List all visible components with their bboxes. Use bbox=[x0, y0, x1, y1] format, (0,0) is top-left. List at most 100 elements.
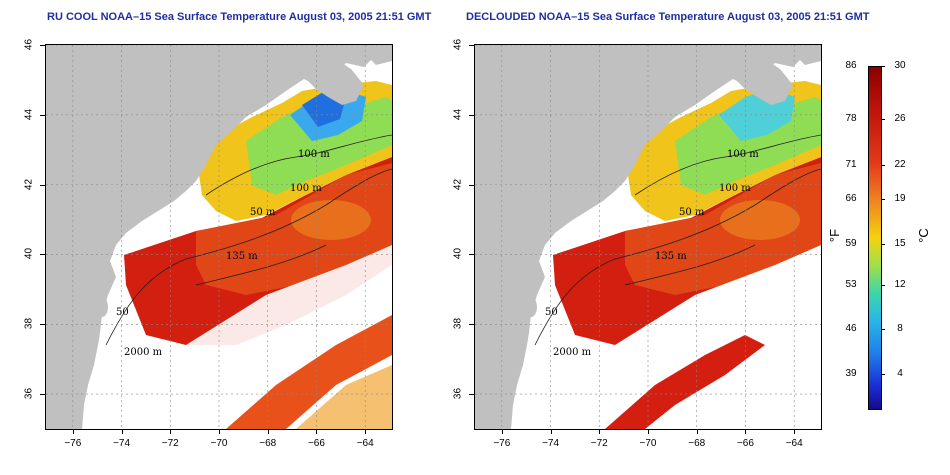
sst-map-svg: 100 m 100 m 50 m 135 m 50 2000 m bbox=[46, 45, 392, 429]
y-tick-mark bbox=[469, 324, 474, 326]
y-tick-mark bbox=[469, 114, 474, 116]
colorbar-tick bbox=[882, 66, 885, 67]
celsius-tick-label: 8 bbox=[897, 323, 903, 335]
colorbar-tick bbox=[882, 119, 885, 120]
x-tick-mark bbox=[599, 429, 601, 434]
y-tick-mark bbox=[40, 184, 45, 186]
eddy bbox=[720, 200, 800, 240]
land-mass bbox=[46, 45, 392, 429]
y-tick-mark bbox=[469, 45, 474, 46]
contour-label: 100 m bbox=[727, 149, 759, 160]
celsius-tick-label: 15 bbox=[894, 237, 906, 249]
depth-contour bbox=[205, 134, 392, 196]
celsius-tick-label: 4 bbox=[897, 367, 903, 379]
x-tick-label: −72 bbox=[161, 438, 179, 449]
land-mass bbox=[731, 59, 793, 105]
x-tick-label: −64 bbox=[785, 438, 803, 449]
contour-label: 100 m bbox=[298, 149, 330, 160]
x-tick-mark bbox=[794, 429, 796, 434]
celsius-tick-label: 12 bbox=[894, 278, 906, 290]
y-tick-label: 46 bbox=[23, 38, 35, 51]
colorbar-tick bbox=[882, 199, 885, 201]
land-mass bbox=[302, 59, 364, 105]
x-tick-mark bbox=[72, 429, 74, 434]
x-tick-label: −74 bbox=[542, 438, 560, 449]
x-tick-mark bbox=[267, 429, 269, 434]
y-tick-label: 42 bbox=[23, 178, 35, 190]
x-tick-mark bbox=[696, 429, 698, 434]
contour-label: 2000 m bbox=[553, 347, 592, 358]
depth-contour bbox=[105, 168, 392, 346]
x-tick-mark bbox=[219, 429, 220, 434]
warm-water-upper bbox=[196, 163, 392, 295]
x-tick-mark bbox=[550, 429, 552, 434]
left-sst-map[interactable]: 100 m 100 m 50 m 135 m 50 2000 m bbox=[45, 44, 393, 430]
fahrenheit-tick-label: 78 bbox=[845, 113, 857, 124]
colorbar-tick bbox=[882, 284, 885, 286]
x-tick-mark bbox=[745, 429, 747, 434]
land-mass bbox=[362, 47, 392, 65]
x-tick-mark bbox=[121, 429, 123, 434]
x-tick-mark bbox=[170, 429, 172, 434]
contour-label: 50 m bbox=[679, 207, 705, 218]
y-tick-label: 40 bbox=[23, 248, 35, 260]
contour-label: 135 m bbox=[226, 251, 258, 262]
colorbar-tick bbox=[882, 373, 885, 375]
left-map-title: RU COOL NOAA–15 Sea Surface Temperature … bbox=[47, 11, 432, 23]
celsius-tick-label: 30 bbox=[894, 60, 906, 71]
y-tick-label: 38 bbox=[452, 318, 464, 330]
x-tick-label: −68 bbox=[259, 438, 277, 449]
x-tick-label: −72 bbox=[590, 438, 608, 449]
land-mass bbox=[791, 47, 821, 65]
contour-label: 50 bbox=[116, 307, 129, 318]
contour-label: 135 m bbox=[655, 251, 687, 262]
temperature-colorbar bbox=[868, 66, 882, 410]
hazy-band bbox=[296, 365, 392, 429]
x-tick-label: −76 bbox=[493, 438, 511, 449]
fahrenheit-tick-label: 86 bbox=[845, 60, 857, 71]
contour-label: 100 m bbox=[290, 183, 322, 194]
warm-water-upper bbox=[625, 163, 821, 295]
fahrenheit-tick-label: 46 bbox=[845, 323, 857, 335]
right-map-title: DECLOUDED NOAA–15 Sea Surface Temperatur… bbox=[466, 11, 870, 23]
contour-label: 2000 m bbox=[124, 347, 163, 358]
fahrenheit-tick-label: 71 bbox=[845, 159, 857, 171]
x-tick-mark bbox=[648, 429, 649, 434]
fahrenheit-unit: °F bbox=[827, 228, 843, 243]
depth-contour bbox=[624, 244, 756, 286]
celsius-tick-label: 22 bbox=[894, 159, 906, 171]
x-tick-label: −66 bbox=[307, 438, 325, 449]
colorbar-tick bbox=[882, 243, 885, 245]
right-sst-map[interactable]: 100 m 100 m 50 m 135 m 50 2000 m bbox=[474, 44, 822, 430]
contour-label: 50 bbox=[545, 307, 558, 318]
y-tick-label: 42 bbox=[452, 178, 464, 190]
x-tick-label: −64 bbox=[356, 438, 374, 449]
x-tick-label: −68 bbox=[688, 438, 706, 449]
island bbox=[96, 297, 108, 317]
fahrenheit-tick-label: 66 bbox=[845, 193, 857, 205]
depth-contour bbox=[534, 168, 821, 346]
x-tick-label: −76 bbox=[64, 438, 82, 449]
contour-label: 50 m bbox=[250, 207, 276, 218]
x-tick-mark bbox=[316, 429, 318, 434]
x-tick-label: −70 bbox=[639, 438, 657, 449]
celsius-tick-label: 26 bbox=[894, 113, 906, 124]
y-tick-mark bbox=[40, 254, 45, 256]
celsius-unit: °C bbox=[915, 228, 931, 243]
celsius-tick-label: 19 bbox=[894, 193, 906, 205]
x-tick-label: −74 bbox=[113, 438, 131, 449]
contour-label: 100 m bbox=[719, 183, 751, 194]
colorbar-tick bbox=[882, 165, 885, 167]
x-tick-mark bbox=[501, 429, 503, 434]
depth-contour bbox=[195, 244, 327, 286]
cloud-band bbox=[186, 245, 392, 395]
fahrenheit-tick-label: 59 bbox=[845, 237, 857, 249]
x-tick-mark bbox=[365, 429, 367, 434]
colorbar-tick bbox=[882, 329, 885, 331]
y-tick-label: 38 bbox=[23, 318, 35, 330]
fahrenheit-tick-label: 39 bbox=[845, 367, 857, 379]
fahrenheit-tick-label: 53 bbox=[845, 278, 857, 290]
y-tick-label: 44 bbox=[452, 108, 464, 120]
warm-band-lower bbox=[605, 335, 765, 429]
y-tick-label: 44 bbox=[23, 108, 35, 120]
